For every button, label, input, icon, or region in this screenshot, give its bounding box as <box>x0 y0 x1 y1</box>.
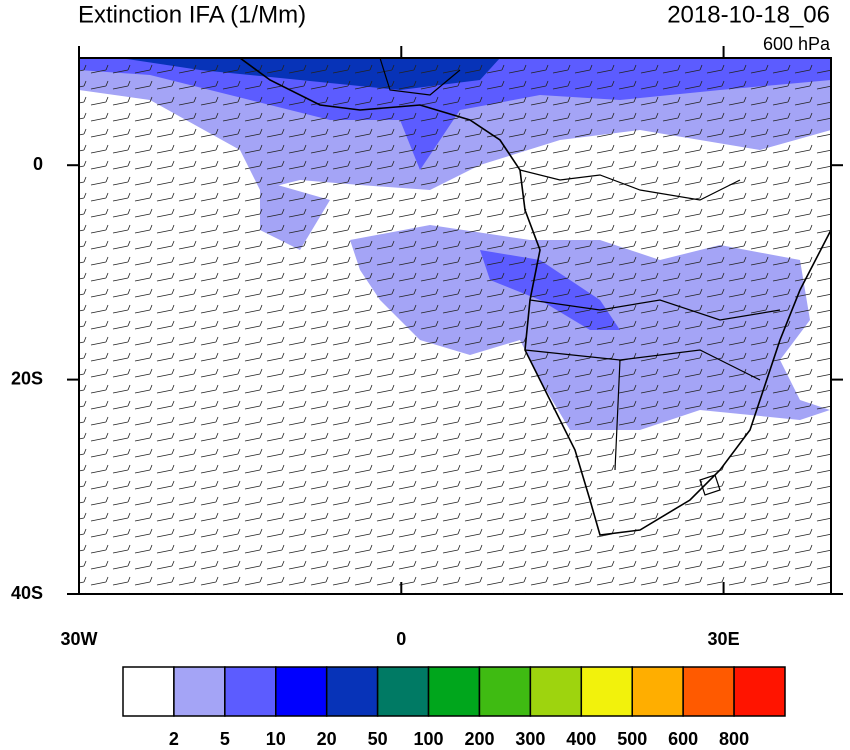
colorbar-box <box>376 666 430 717</box>
pressure-level: 600 hPa <box>763 34 831 54</box>
colorbar-box <box>173 666 226 717</box>
colorbar-label: 600 <box>668 729 698 749</box>
colorbar-box <box>224 666 277 717</box>
colorbar-box <box>478 666 532 717</box>
colorbar-label: 100 <box>414 729 444 749</box>
colorbar-label: 20 <box>317 729 337 749</box>
x-tick-label: 30E <box>708 629 740 649</box>
y-tick-label: 20S <box>11 368 43 388</box>
colorbar-box <box>275 666 328 717</box>
colorbar-label: 200 <box>464 729 494 749</box>
x-tick-label: 30W <box>60 629 97 649</box>
valid-time: 2018-10-18_06 <box>667 1 830 28</box>
colorbar-box <box>631 666 684 717</box>
colorbar-box <box>580 666 633 717</box>
y-tick-label: 40S <box>11 583 43 603</box>
x-tick-label: 0 <box>396 629 406 649</box>
colorbar-box <box>529 666 583 717</box>
colorbar-label: 300 <box>515 729 545 749</box>
colorbar-label: 10 <box>266 729 286 749</box>
colorbar-box <box>733 666 786 717</box>
y-tick-label: 0 <box>33 154 43 174</box>
map-title: Extinction IFA (1/Mm) <box>78 1 306 28</box>
colorbar-box <box>325 666 379 717</box>
colorbar-label: 500 <box>617 729 647 749</box>
colorbar-label: 2 <box>169 729 179 749</box>
colorbar-box <box>122 666 175 717</box>
colorbar-label: 400 <box>566 729 596 749</box>
map-field <box>79 58 831 594</box>
wind-barbs <box>79 58 831 594</box>
colorbar-box <box>682 666 735 717</box>
colorbar-box <box>427 666 481 717</box>
colorbar-label: 50 <box>368 729 388 749</box>
borders <box>379 58 781 496</box>
colorbar-label: 5 <box>220 729 230 749</box>
map-frame <box>78 57 832 595</box>
coastline <box>239 58 831 536</box>
colorbar-label: 800 <box>719 729 749 749</box>
